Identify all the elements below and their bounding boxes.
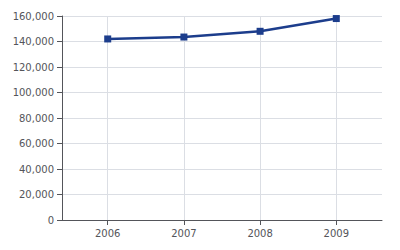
svg-text:40,000: 40,000 bbox=[19, 164, 54, 175]
svg-text:60,000: 60,000 bbox=[19, 138, 54, 149]
svg-text:2007: 2007 bbox=[171, 228, 196, 239]
svg-text:0: 0 bbox=[48, 215, 54, 226]
svg-text:100,000: 100,000 bbox=[13, 87, 54, 98]
svg-text:20,000: 20,000 bbox=[19, 189, 54, 200]
svg-text:2006: 2006 bbox=[95, 228, 120, 239]
svg-text:80,000: 80,000 bbox=[19, 113, 54, 124]
svg-text:160,000: 160,000 bbox=[13, 11, 54, 22]
svg-text:140,000: 140,000 bbox=[13, 36, 54, 47]
svg-text:2008: 2008 bbox=[247, 228, 272, 239]
svg-text:120,000: 120,000 bbox=[13, 62, 54, 73]
svg-text:2009: 2009 bbox=[324, 228, 349, 239]
